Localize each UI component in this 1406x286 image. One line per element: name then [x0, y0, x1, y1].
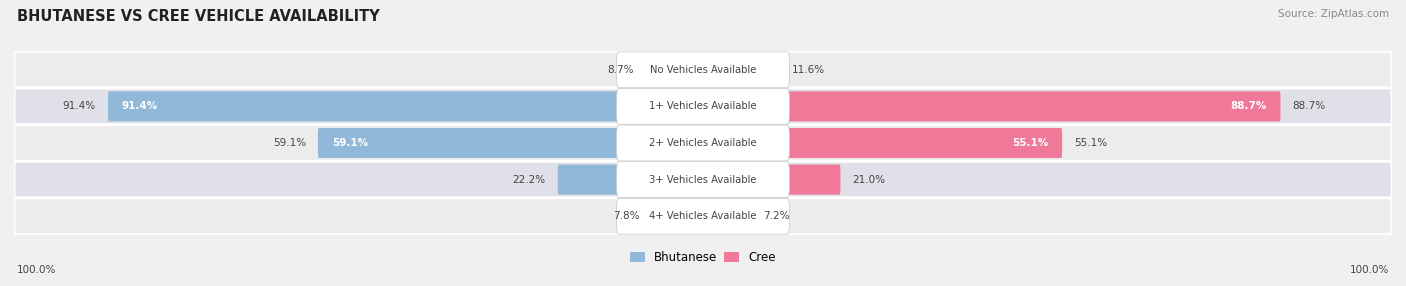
FancyBboxPatch shape [617, 198, 789, 234]
Text: 88.7%: 88.7% [1230, 102, 1267, 111]
Text: 2+ Vehicles Available: 2+ Vehicles Available [650, 138, 756, 148]
FancyBboxPatch shape [702, 201, 751, 231]
FancyBboxPatch shape [14, 198, 1392, 235]
FancyBboxPatch shape [617, 162, 789, 198]
Text: 11.6%: 11.6% [792, 65, 824, 75]
FancyBboxPatch shape [108, 92, 704, 121]
FancyBboxPatch shape [645, 55, 704, 85]
Text: 8.7%: 8.7% [607, 65, 634, 75]
FancyBboxPatch shape [617, 52, 789, 88]
Text: BHUTANESE VS CREE VEHICLE AVAILABILITY: BHUTANESE VS CREE VEHICLE AVAILABILITY [17, 9, 380, 23]
FancyBboxPatch shape [14, 161, 1392, 198]
Text: 59.1%: 59.1% [332, 138, 368, 148]
FancyBboxPatch shape [702, 92, 1281, 121]
Text: 91.4%: 91.4% [63, 102, 96, 111]
Text: 55.1%: 55.1% [1074, 138, 1108, 148]
Text: 55.1%: 55.1% [1012, 138, 1047, 148]
Text: 91.4%: 91.4% [122, 102, 159, 111]
Text: Source: ZipAtlas.com: Source: ZipAtlas.com [1278, 9, 1389, 19]
Legend: Bhutanese, Cree: Bhutanese, Cree [626, 247, 780, 269]
FancyBboxPatch shape [14, 88, 1392, 125]
Text: 21.0%: 21.0% [852, 175, 886, 184]
Text: 59.1%: 59.1% [273, 138, 307, 148]
FancyBboxPatch shape [651, 201, 704, 231]
FancyBboxPatch shape [702, 128, 1062, 158]
Text: 22.2%: 22.2% [513, 175, 546, 184]
FancyBboxPatch shape [318, 128, 704, 158]
Text: 100.0%: 100.0% [17, 265, 56, 275]
Text: 7.8%: 7.8% [613, 211, 640, 221]
FancyBboxPatch shape [14, 125, 1392, 161]
Text: 4+ Vehicles Available: 4+ Vehicles Available [650, 211, 756, 221]
Text: 1+ Vehicles Available: 1+ Vehicles Available [650, 102, 756, 111]
FancyBboxPatch shape [558, 165, 704, 194]
Text: 88.7%: 88.7% [1292, 102, 1326, 111]
Text: 7.2%: 7.2% [763, 211, 789, 221]
FancyBboxPatch shape [702, 55, 779, 85]
FancyBboxPatch shape [617, 125, 789, 161]
Text: No Vehicles Available: No Vehicles Available [650, 65, 756, 75]
FancyBboxPatch shape [14, 51, 1392, 88]
Text: 3+ Vehicles Available: 3+ Vehicles Available [650, 175, 756, 184]
FancyBboxPatch shape [617, 88, 789, 124]
FancyBboxPatch shape [702, 165, 841, 194]
Text: 100.0%: 100.0% [1350, 265, 1389, 275]
